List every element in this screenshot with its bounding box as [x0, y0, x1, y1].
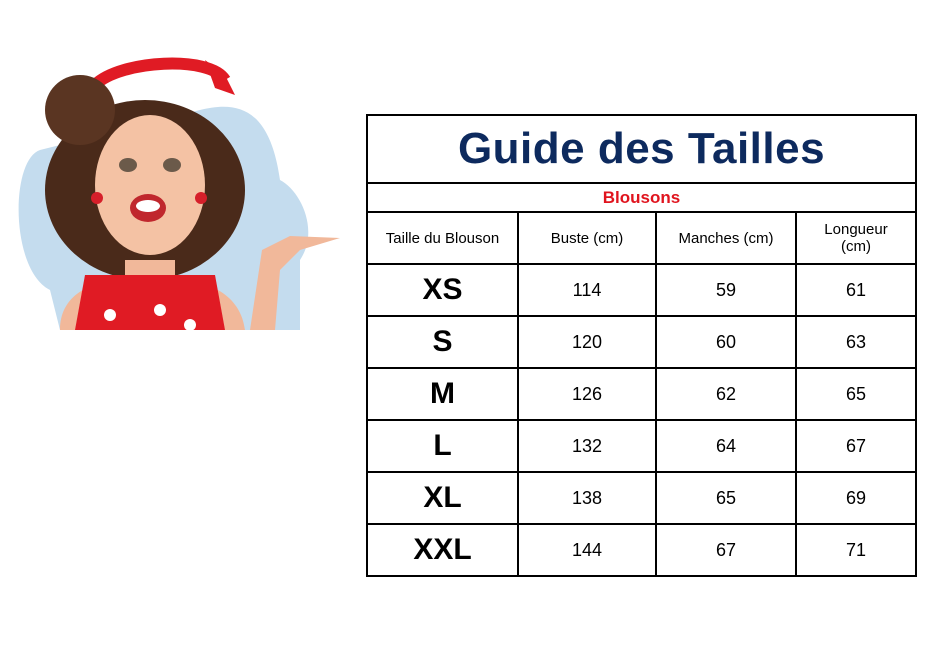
- column-header-size: Taille du Blouson: [366, 211, 519, 265]
- buste-cell: 138: [517, 471, 657, 525]
- size-cell: M: [366, 367, 519, 421]
- table-row: XXL 144 67 71: [366, 523, 918, 577]
- buste-cell: 126: [517, 367, 657, 421]
- buste-cell: 114: [517, 263, 657, 317]
- longueur-cell: 69: [794, 471, 918, 525]
- buste-cell: 144: [517, 523, 657, 577]
- manches-cell: 64: [655, 419, 797, 473]
- buste-cell: 120: [517, 315, 657, 369]
- longueur-cell: 67: [794, 419, 918, 473]
- page-title: Guide des Tailles: [365, 114, 918, 184]
- category-subtitle: Blousons: [365, 182, 918, 213]
- size-guide-table: Guide des Tailles Blousons Taille du Blo…: [365, 114, 918, 577]
- buste-cell: 132: [517, 419, 657, 473]
- size-cell: XXL: [366, 523, 519, 577]
- size-cell: S: [366, 315, 519, 369]
- longueur-cell: 71: [794, 523, 918, 577]
- manches-cell: 59: [655, 263, 797, 317]
- longueur-cell: 63: [794, 315, 918, 369]
- longueur-cell: 61: [794, 263, 918, 317]
- size-cell: XL: [366, 471, 519, 525]
- manches-cell: 65: [655, 471, 797, 525]
- table-row: L 132 64 67: [366, 419, 918, 473]
- header-row: Taille du Blouson Buste (cm) Manches (cm…: [366, 211, 918, 265]
- manches-cell: 62: [655, 367, 797, 421]
- longueur-cell: 65: [794, 367, 918, 421]
- table-row: M 126 62 65: [366, 367, 918, 421]
- column-header-manches: Manches (cm): [655, 211, 797, 265]
- size-cell: XS: [366, 263, 519, 317]
- size-cell: L: [366, 419, 519, 473]
- table-row: S 120 60 63: [366, 315, 918, 369]
- table-row: XL 138 65 69: [366, 471, 918, 525]
- column-header-longueur: Longueur (cm): [794, 211, 918, 265]
- manches-cell: 60: [655, 315, 797, 369]
- column-header-buste: Buste (cm): [517, 211, 657, 265]
- table-row: XS 114 59 61: [366, 263, 918, 317]
- manches-cell: 67: [655, 523, 797, 577]
- pinup-woman-illustration: [18, 57, 340, 331]
